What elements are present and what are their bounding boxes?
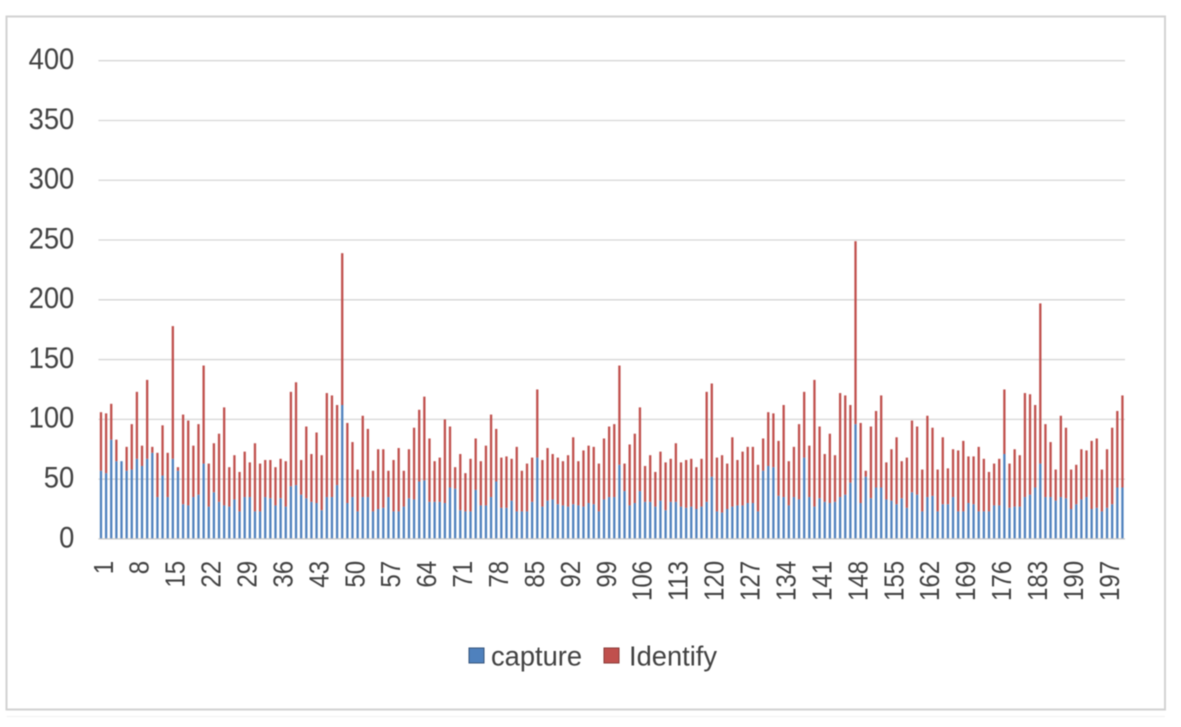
svg-text:190: 190 xyxy=(1058,561,1089,601)
svg-text:capture: capture xyxy=(491,641,582,672)
svg-text:169: 169 xyxy=(950,561,981,601)
svg-text:400: 400 xyxy=(29,43,75,76)
svg-text:141: 141 xyxy=(806,561,837,601)
svg-text:0: 0 xyxy=(59,521,74,554)
svg-text:176: 176 xyxy=(986,561,1017,601)
svg-text:15: 15 xyxy=(160,561,191,588)
svg-text:64: 64 xyxy=(411,561,442,588)
svg-text:36: 36 xyxy=(267,561,298,588)
svg-text:50: 50 xyxy=(339,561,370,588)
svg-text:22: 22 xyxy=(196,561,227,588)
svg-text:148: 148 xyxy=(842,561,873,601)
svg-text:99: 99 xyxy=(591,561,622,588)
svg-text:183: 183 xyxy=(1022,561,1053,601)
svg-text:29: 29 xyxy=(231,561,262,588)
svg-text:1: 1 xyxy=(88,561,119,574)
svg-text:113: 113 xyxy=(663,561,694,601)
svg-text:43: 43 xyxy=(303,561,334,588)
svg-text:127: 127 xyxy=(735,561,766,601)
svg-text:100: 100 xyxy=(29,402,75,435)
svg-text:250: 250 xyxy=(29,222,75,255)
svg-text:85: 85 xyxy=(519,561,550,588)
svg-text:134: 134 xyxy=(770,561,801,601)
svg-text:300: 300 xyxy=(29,163,75,196)
svg-text:350: 350 xyxy=(29,103,75,136)
svg-text:197: 197 xyxy=(1094,561,1125,601)
svg-text:50: 50 xyxy=(44,462,75,495)
svg-text:57: 57 xyxy=(375,561,406,588)
svg-text:162: 162 xyxy=(914,561,945,601)
svg-text:71: 71 xyxy=(447,561,478,588)
svg-text:106: 106 xyxy=(627,561,658,601)
svg-text:Identify: Identify xyxy=(629,641,717,672)
svg-text:8: 8 xyxy=(124,561,155,574)
svg-text:150: 150 xyxy=(29,342,75,375)
svg-text:155: 155 xyxy=(878,561,909,601)
svg-text:92: 92 xyxy=(555,561,586,588)
svg-text:78: 78 xyxy=(483,561,514,588)
svg-text:120: 120 xyxy=(699,561,730,601)
svg-text:200: 200 xyxy=(29,282,75,315)
